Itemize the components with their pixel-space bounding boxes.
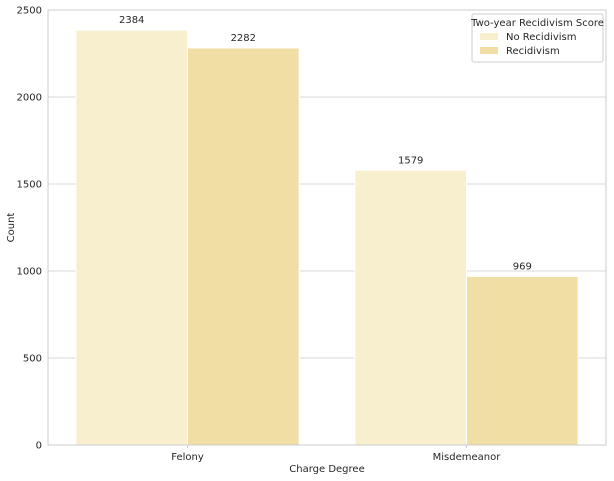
y-tick-label: 2500 [17,6,42,17]
legend-title: Two-year Recidivism Score [470,18,604,29]
plot-frame [47,9,607,446]
legend-items: No Recidivism Recidivism [480,32,576,57]
y-tick-label: 1000 [17,267,42,278]
bar-misdemeanor-no-recidivism [354,169,467,446]
x-tick-label-misdemeanor: Misdemeanor [433,452,502,463]
y-tick-label: 1500 [17,180,42,191]
legend-label: Recidivism [506,46,560,57]
x-tick-labels: Felony Misdemeanor [171,445,501,463]
y-tick-label: 0 [36,441,42,452]
x-axis-label: Charge Degree [289,464,364,475]
data-label: 2282 [231,33,256,44]
legend: Two-year Recidivism Score No Recidivism R… [470,13,604,63]
bar-misdemeanor-recidivism [466,275,579,446]
legend-swatch-no-recidivism [480,33,498,40]
data-labels: 2384 2282 1579 969 [119,15,532,272]
bar-felony-recidivism [187,47,300,446]
x-tick-label-felony: Felony [171,452,204,463]
legend-swatch-recidivism [480,47,498,54]
y-axis-label: Count [6,213,17,243]
data-label: 969 [513,261,532,272]
bars [75,29,579,446]
y-tick-label: 2000 [17,93,42,104]
bar-felony-no-recidivism [75,29,188,446]
y-tick-label: 500 [23,354,42,365]
data-label: 1579 [398,155,423,166]
legend-label: No Recidivism [506,32,576,43]
y-tick-labels: 0 500 1000 1500 2000 2500 [17,6,42,452]
legend-box [471,13,604,63]
data-label: 2384 [119,15,144,26]
